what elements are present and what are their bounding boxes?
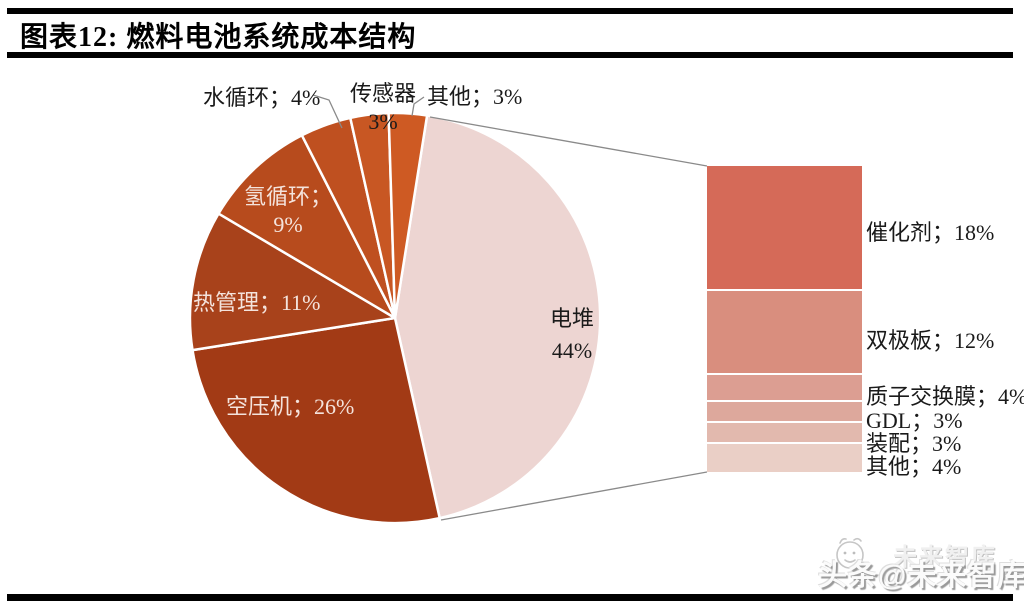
breakdown-stacked-bar [707, 166, 862, 472]
bar-label-other-bar: 其他；4% [866, 454, 962, 479]
bar-segment-其他 [707, 444, 862, 472]
bar-label-assembly: 装配；3% [866, 431, 962, 456]
header-rule-top [7, 8, 1013, 14]
pie-label-air-compressor: 空压机；26% [226, 394, 355, 419]
header-rule-bottom [7, 52, 1013, 58]
pie-label-sensor: 传感器 3% [337, 80, 429, 135]
pie-label-stack-name: 电堆 [549, 306, 594, 331]
bar-segment-双极板 [707, 291, 862, 375]
bar-label-catalyst: 催化剂；18% [866, 220, 995, 245]
watermark-main-text: 头条@未来智库 [818, 560, 1024, 592]
pie-label-sensor-name: 传感器 [349, 81, 416, 106]
bar-segment-GDL [707, 402, 862, 424]
leader-line-water-cycle [312, 94, 343, 129]
pie-slice-其他 [387, 111, 429, 320]
bar-segment-质子交换膜 [707, 374, 862, 403]
connector-line-top [429, 116, 708, 167]
pie-label-hydrogen-value: 9% [273, 211, 303, 237]
pie-label-water-cycle: 水循环；4% [203, 85, 321, 110]
pie-label-stack: 电堆 44% [531, 303, 613, 367]
bar-segment-催化剂 [707, 166, 862, 292]
bar-segment-装配 [707, 423, 862, 445]
smiley-face-icon [836, 537, 864, 569]
pie-label-sensor-value: 3% [368, 108, 398, 134]
footer-rule [7, 594, 1013, 601]
pie-label-other: 其他；3% [427, 84, 523, 109]
pie-label-thermal-mgmt: 热管理；11% [193, 290, 321, 315]
figure-title: 图表12: 燃料电池系统成本结构 [20, 22, 417, 53]
pie-chart [188, 111, 602, 525]
pie-slice-电堆 [393, 114, 602, 520]
pie-slice-空压机 [191, 316, 441, 525]
pie-slice-热管理 [188, 212, 397, 352]
pie-slice-氢循环 [217, 134, 397, 320]
connector-line-bottom [440, 471, 708, 521]
bar-label-gdl: GDL；3% [866, 408, 963, 433]
pie-label-stack-value: 44% [551, 337, 593, 363]
leader-line-other [411, 96, 425, 117]
watermark-ghost-text: 未来智库 [893, 544, 997, 571]
pie-label-hydrogen-name: 氢循环； [243, 184, 332, 209]
bar-label-proton-membrane: 质子交换膜；4% [866, 384, 1024, 409]
pie-label-hydrogen-cycle: 氢循环； 9% [243, 183, 333, 238]
bar-label-bipolar-plate: 双极板；12% [866, 328, 995, 353]
